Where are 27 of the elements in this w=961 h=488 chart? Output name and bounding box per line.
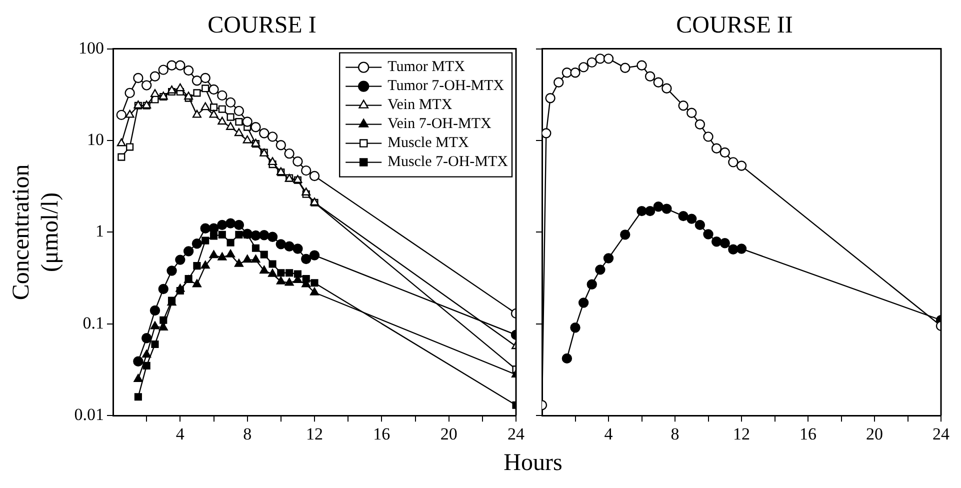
y-tick-label: 0.01 [74, 405, 104, 424]
y-tick-label: 0.1 [82, 313, 104, 332]
legend-label: Muscle MTX [388, 135, 470, 152]
x-tick-label: 8 [243, 424, 252, 444]
x-tick-label: 16 [373, 424, 390, 444]
y-tick-label: 100 [78, 38, 104, 58]
x-tick-label: 24 [932, 424, 950, 444]
legend-label: Vein 7-OH-MTX [388, 116, 492, 132]
x-tick-label: 4 [604, 424, 614, 444]
y-axis-title: Concentration (μmol/l) [8, 164, 64, 300]
chart-title: COURSE I [208, 12, 316, 39]
x-tick-label: 12 [306, 424, 323, 444]
x-tick-label: 20 [866, 424, 883, 444]
x-tick-label: 20 [440, 424, 458, 444]
legend-label: Muscle 7-OH-MTX [388, 154, 508, 170]
x-tick-label: 12 [733, 424, 750, 444]
x-tick-label: 4 [176, 424, 185, 444]
x-tick-label: 24 [508, 424, 525, 444]
x-axis-title: Hours [502, 449, 564, 478]
x-tick-label: 8 [670, 424, 680, 444]
legend-label: Tumor 7-OH-MTX [388, 78, 504, 94]
y-tick-label: 10 [87, 130, 104, 149]
x-tick-label: 16 [800, 424, 816, 444]
legend-label: Vein MTX [388, 97, 452, 114]
y-tick-label: 1 [96, 222, 104, 241]
chart-title: COURSE II [676, 12, 793, 39]
legend-label: Tumor MTX [388, 59, 466, 76]
